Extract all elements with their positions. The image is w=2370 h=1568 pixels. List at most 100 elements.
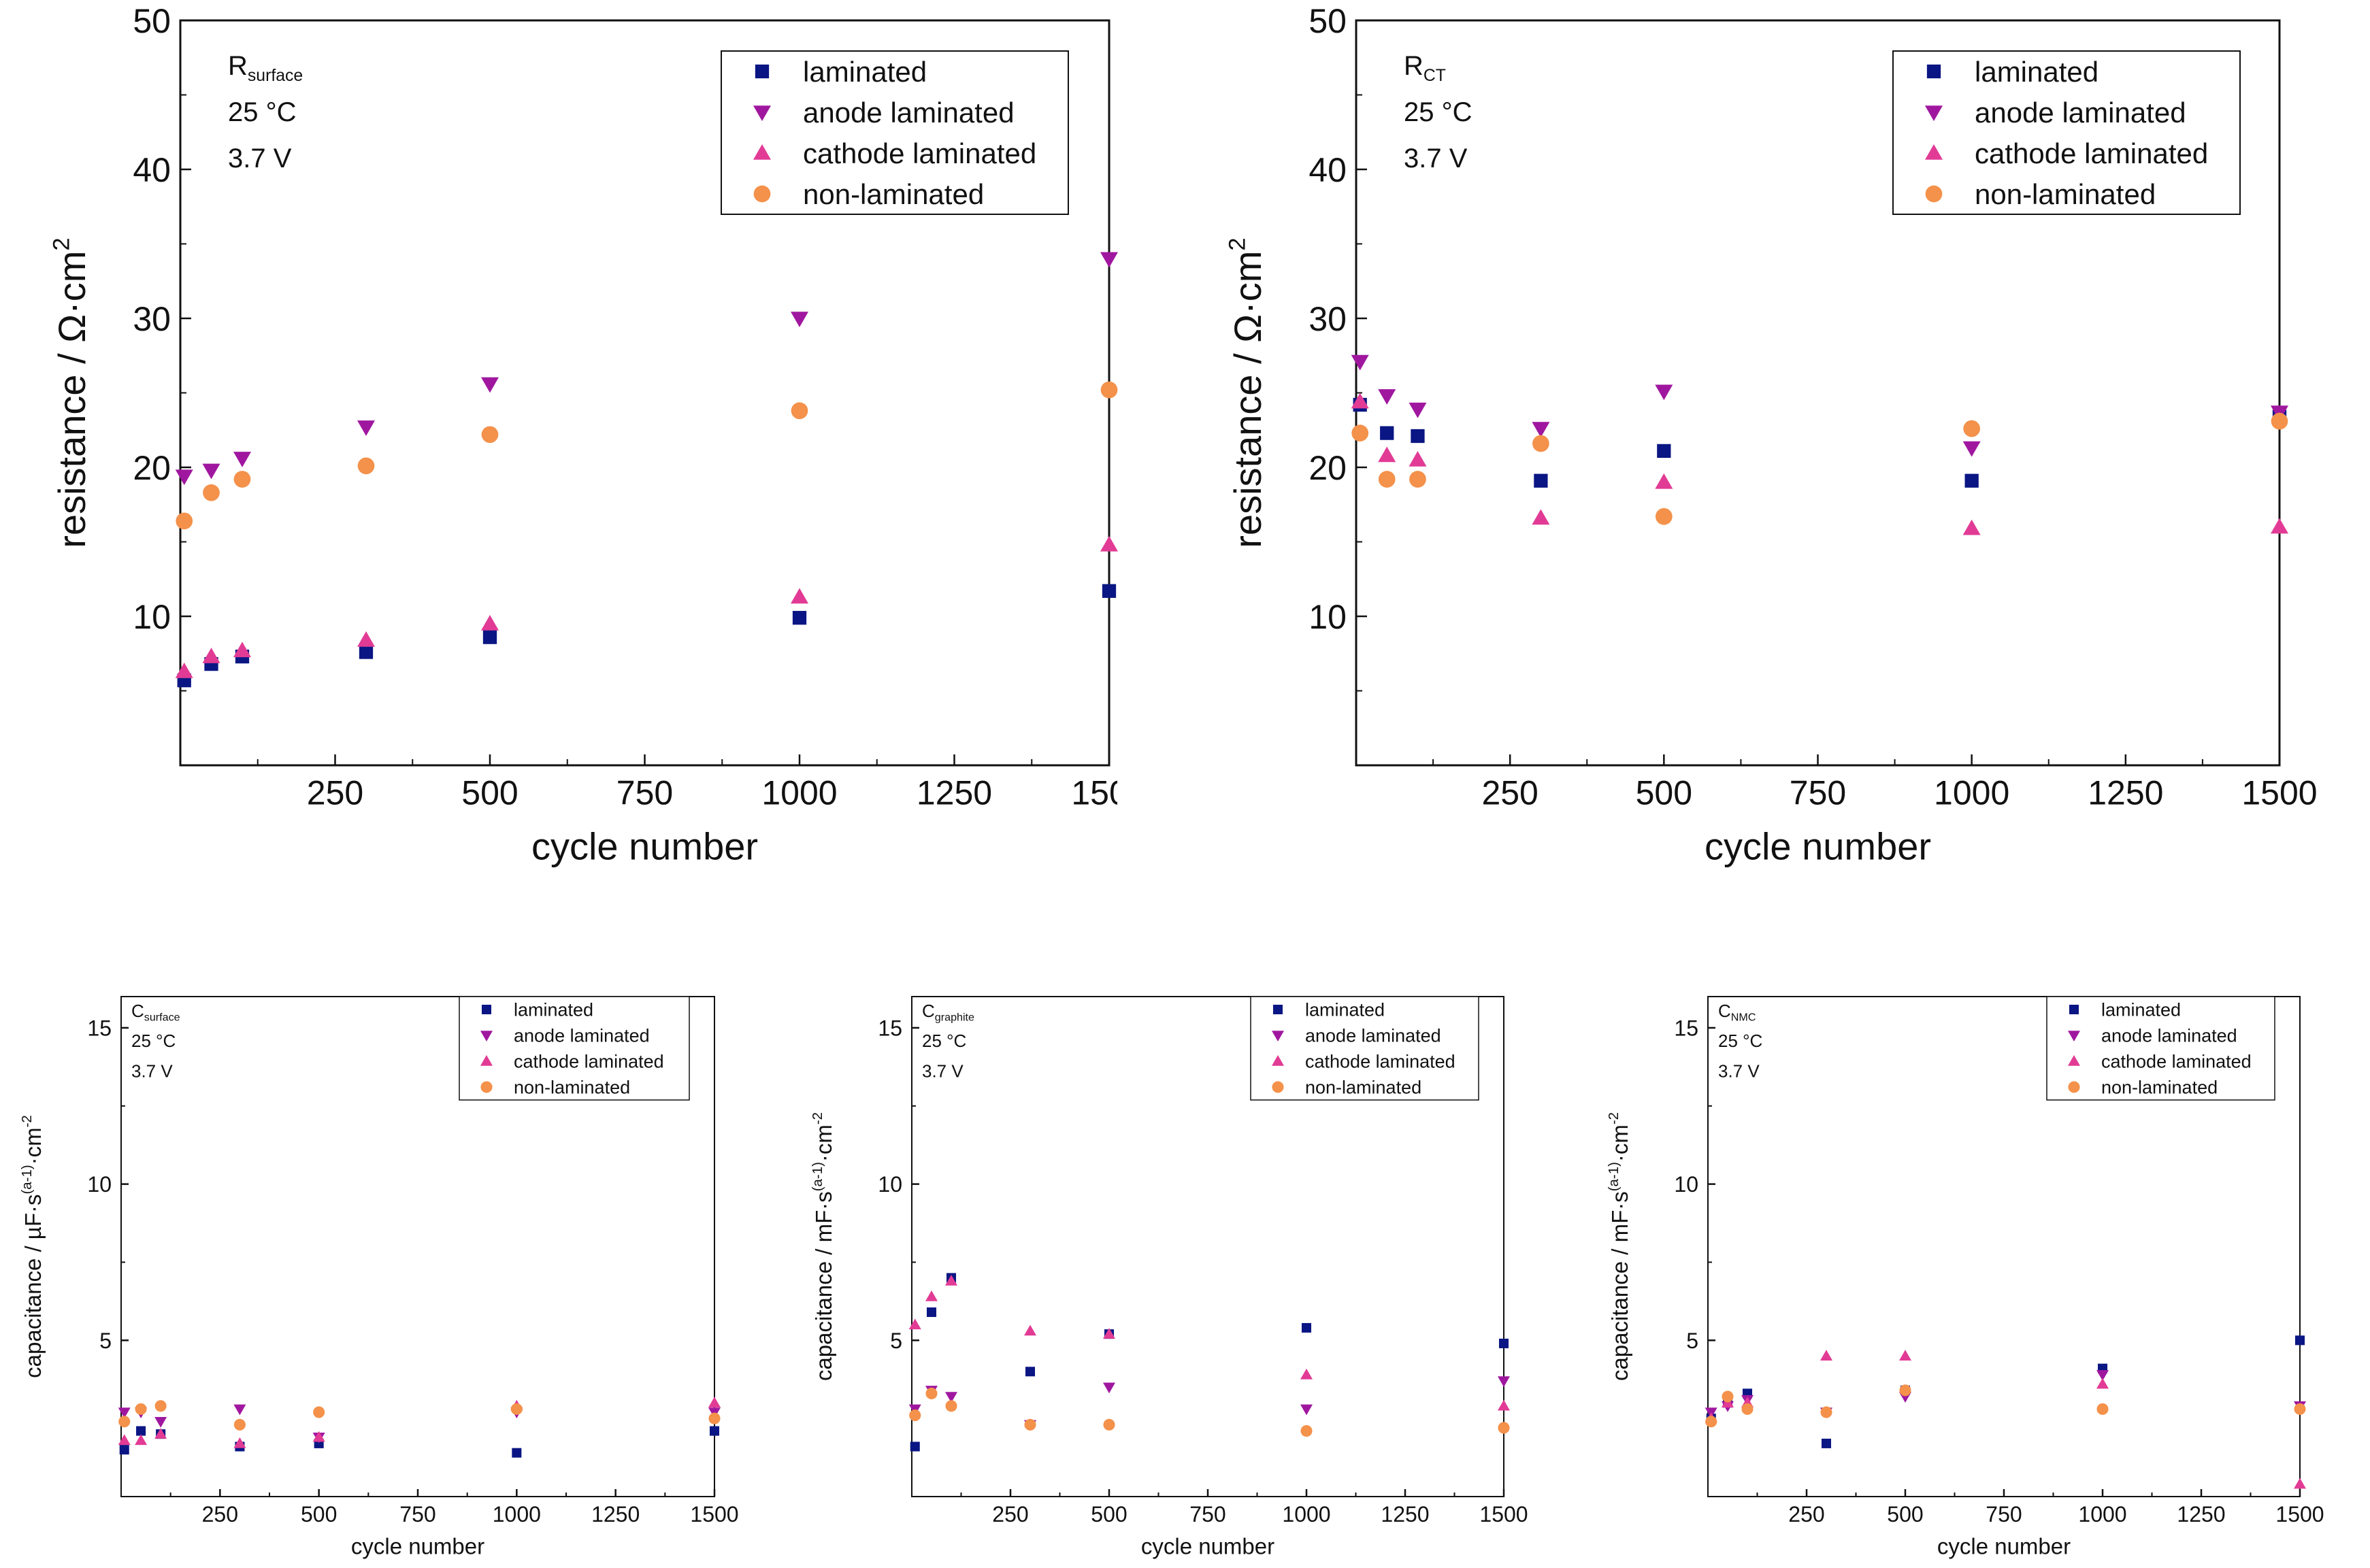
data-point (510, 1403, 523, 1415)
data-point (708, 1412, 721, 1424)
legend-entry: laminated (481, 1000, 593, 1020)
y-axis-label: capacitance / mF·s(a-1)·cm-2 (1606, 1112, 1632, 1381)
legend-entry: anode laminated (480, 1026, 650, 1046)
legend-box (1250, 996, 1479, 1101)
series-laminated (1353, 397, 2287, 488)
data-point (1378, 389, 1396, 405)
x-tick-label: 750 (399, 1502, 435, 1527)
panel-annotation-voltage: 3.7 V (1718, 1061, 1760, 1081)
series-anode-laminated (1351, 354, 2288, 457)
data-point (1722, 1390, 1734, 1403)
series-non-laminated (909, 1387, 1510, 1437)
legend-entry: laminated (2069, 1000, 2181, 1020)
legend-label: cathode laminated (803, 137, 1036, 169)
data-point (175, 469, 193, 486)
legend-marker (1925, 105, 1943, 121)
data-point (1300, 1424, 1313, 1437)
legend-label: anode laminated (1305, 1026, 1441, 1046)
data-point (1300, 1368, 1313, 1380)
data-point (1024, 1324, 1036, 1336)
data-point (1655, 384, 1673, 401)
y-axis-label: resistance / Ω·cm2 (1224, 237, 1269, 548)
data-point (1657, 444, 1671, 458)
data-point (1534, 473, 1548, 488)
chart-c-nmc: 250 500 750 1000 1250 1500 5 10 15 cycle number ca… (1585, 932, 2368, 1565)
data-point (2096, 1378, 2109, 1389)
legend-marker (1926, 64, 1941, 79)
y-tick-label: 10 (87, 1172, 112, 1197)
legend-marker (755, 64, 770, 79)
data-point (945, 1275, 957, 1286)
data-point (1351, 424, 1369, 441)
legend-box (721, 50, 1069, 215)
data-point (1103, 1328, 1115, 1339)
data-point (1962, 519, 1981, 535)
legend-entry: anode laminated (1925, 97, 2186, 129)
legend-box (2046, 996, 2275, 1101)
panel-annotation-quantity: Rsurface (228, 51, 303, 85)
y-tick-label: 30 (133, 300, 171, 338)
legend-entry: cathode laminated (753, 137, 1036, 169)
legend-marker (480, 1055, 493, 1066)
data-point (481, 614, 499, 631)
legend-label: cathode laminated (1975, 137, 2208, 169)
data-point (135, 1434, 148, 1446)
data-point (357, 631, 375, 647)
y-tick-label: 10 (1309, 598, 1347, 636)
data-point (1532, 435, 1549, 452)
legend-label: cathode laminated (514, 1052, 664, 1072)
data-point (1821, 1438, 1832, 1448)
legend-label: laminated (2101, 1000, 2181, 1020)
x-tick-label: 1250 (591, 1502, 640, 1527)
series-laminated (1706, 1335, 2305, 1448)
legend-marker (2068, 1031, 2080, 1041)
data-point (945, 1392, 957, 1403)
data-point (1964, 473, 1979, 488)
series-cathode-laminated (175, 535, 1118, 678)
data-point (202, 648, 220, 663)
data-point (926, 1307, 937, 1317)
legend-entry: non-laminated (2068, 1078, 2218, 1098)
legend-marker (1272, 1055, 1284, 1066)
legend-entry: non-laminated (753, 178, 984, 210)
data-point (1409, 451, 1427, 467)
series-non-laminated (1705, 1384, 2306, 1428)
data-point (233, 1404, 246, 1416)
panel-annotation-quantity: Csurface (131, 1001, 180, 1024)
data-point (1378, 446, 1396, 463)
data-point (1498, 1422, 1510, 1434)
data-point (1820, 1350, 1832, 1361)
data-point (1532, 422, 1550, 438)
series-laminated (910, 1273, 1509, 1452)
y-tick-label: 15 (878, 1016, 902, 1040)
legend-entry: cathode laminated (1925, 137, 2208, 169)
y-tick-label: 15 (87, 1016, 112, 1040)
data-point (2294, 1403, 2306, 1415)
legend-label: laminated (803, 56, 927, 88)
chart-svg: 250 500 750 1000 1250 1500 5 10 15 cycle number ca… (19, 996, 739, 1559)
legend-entry: non-laminated (1925, 178, 2156, 210)
legend-marker (753, 105, 771, 121)
panel-annotation-voltage: 3.7 V (131, 1061, 173, 1081)
x-tick-label: 1250 (1381, 1502, 1429, 1527)
series-cathode-laminated (1705, 1350, 2306, 1489)
data-point (2271, 518, 2288, 534)
y-tick-label: 50 (1309, 2, 1347, 40)
x-tick-label: 1000 (2078, 1502, 2126, 1527)
clip-mask (1117, 769, 1179, 816)
data-point (2271, 412, 2288, 430)
data-point (119, 1445, 129, 1455)
data-point (2096, 1370, 2109, 1381)
y-tick-label: 5 (890, 1329, 902, 1353)
y-tick-label: 50 (133, 2, 171, 40)
x-axis-label: cycle number (531, 825, 758, 868)
data-point (118, 1407, 131, 1418)
data-point (925, 1387, 938, 1399)
panel-annotation-temperature: 25 °C (922, 1031, 966, 1051)
data-point (313, 1406, 325, 1418)
legend-entry: anode laminated (753, 97, 1015, 129)
chart-c-surface: 250 500 750 1000 1250 1500 5 10 15 cycle number ca… (0, 932, 783, 1565)
panel-annotation-voltage: 3.7 V (1404, 144, 1468, 173)
data-point (202, 463, 220, 480)
legend-label: non-laminated (2101, 1078, 2218, 1098)
